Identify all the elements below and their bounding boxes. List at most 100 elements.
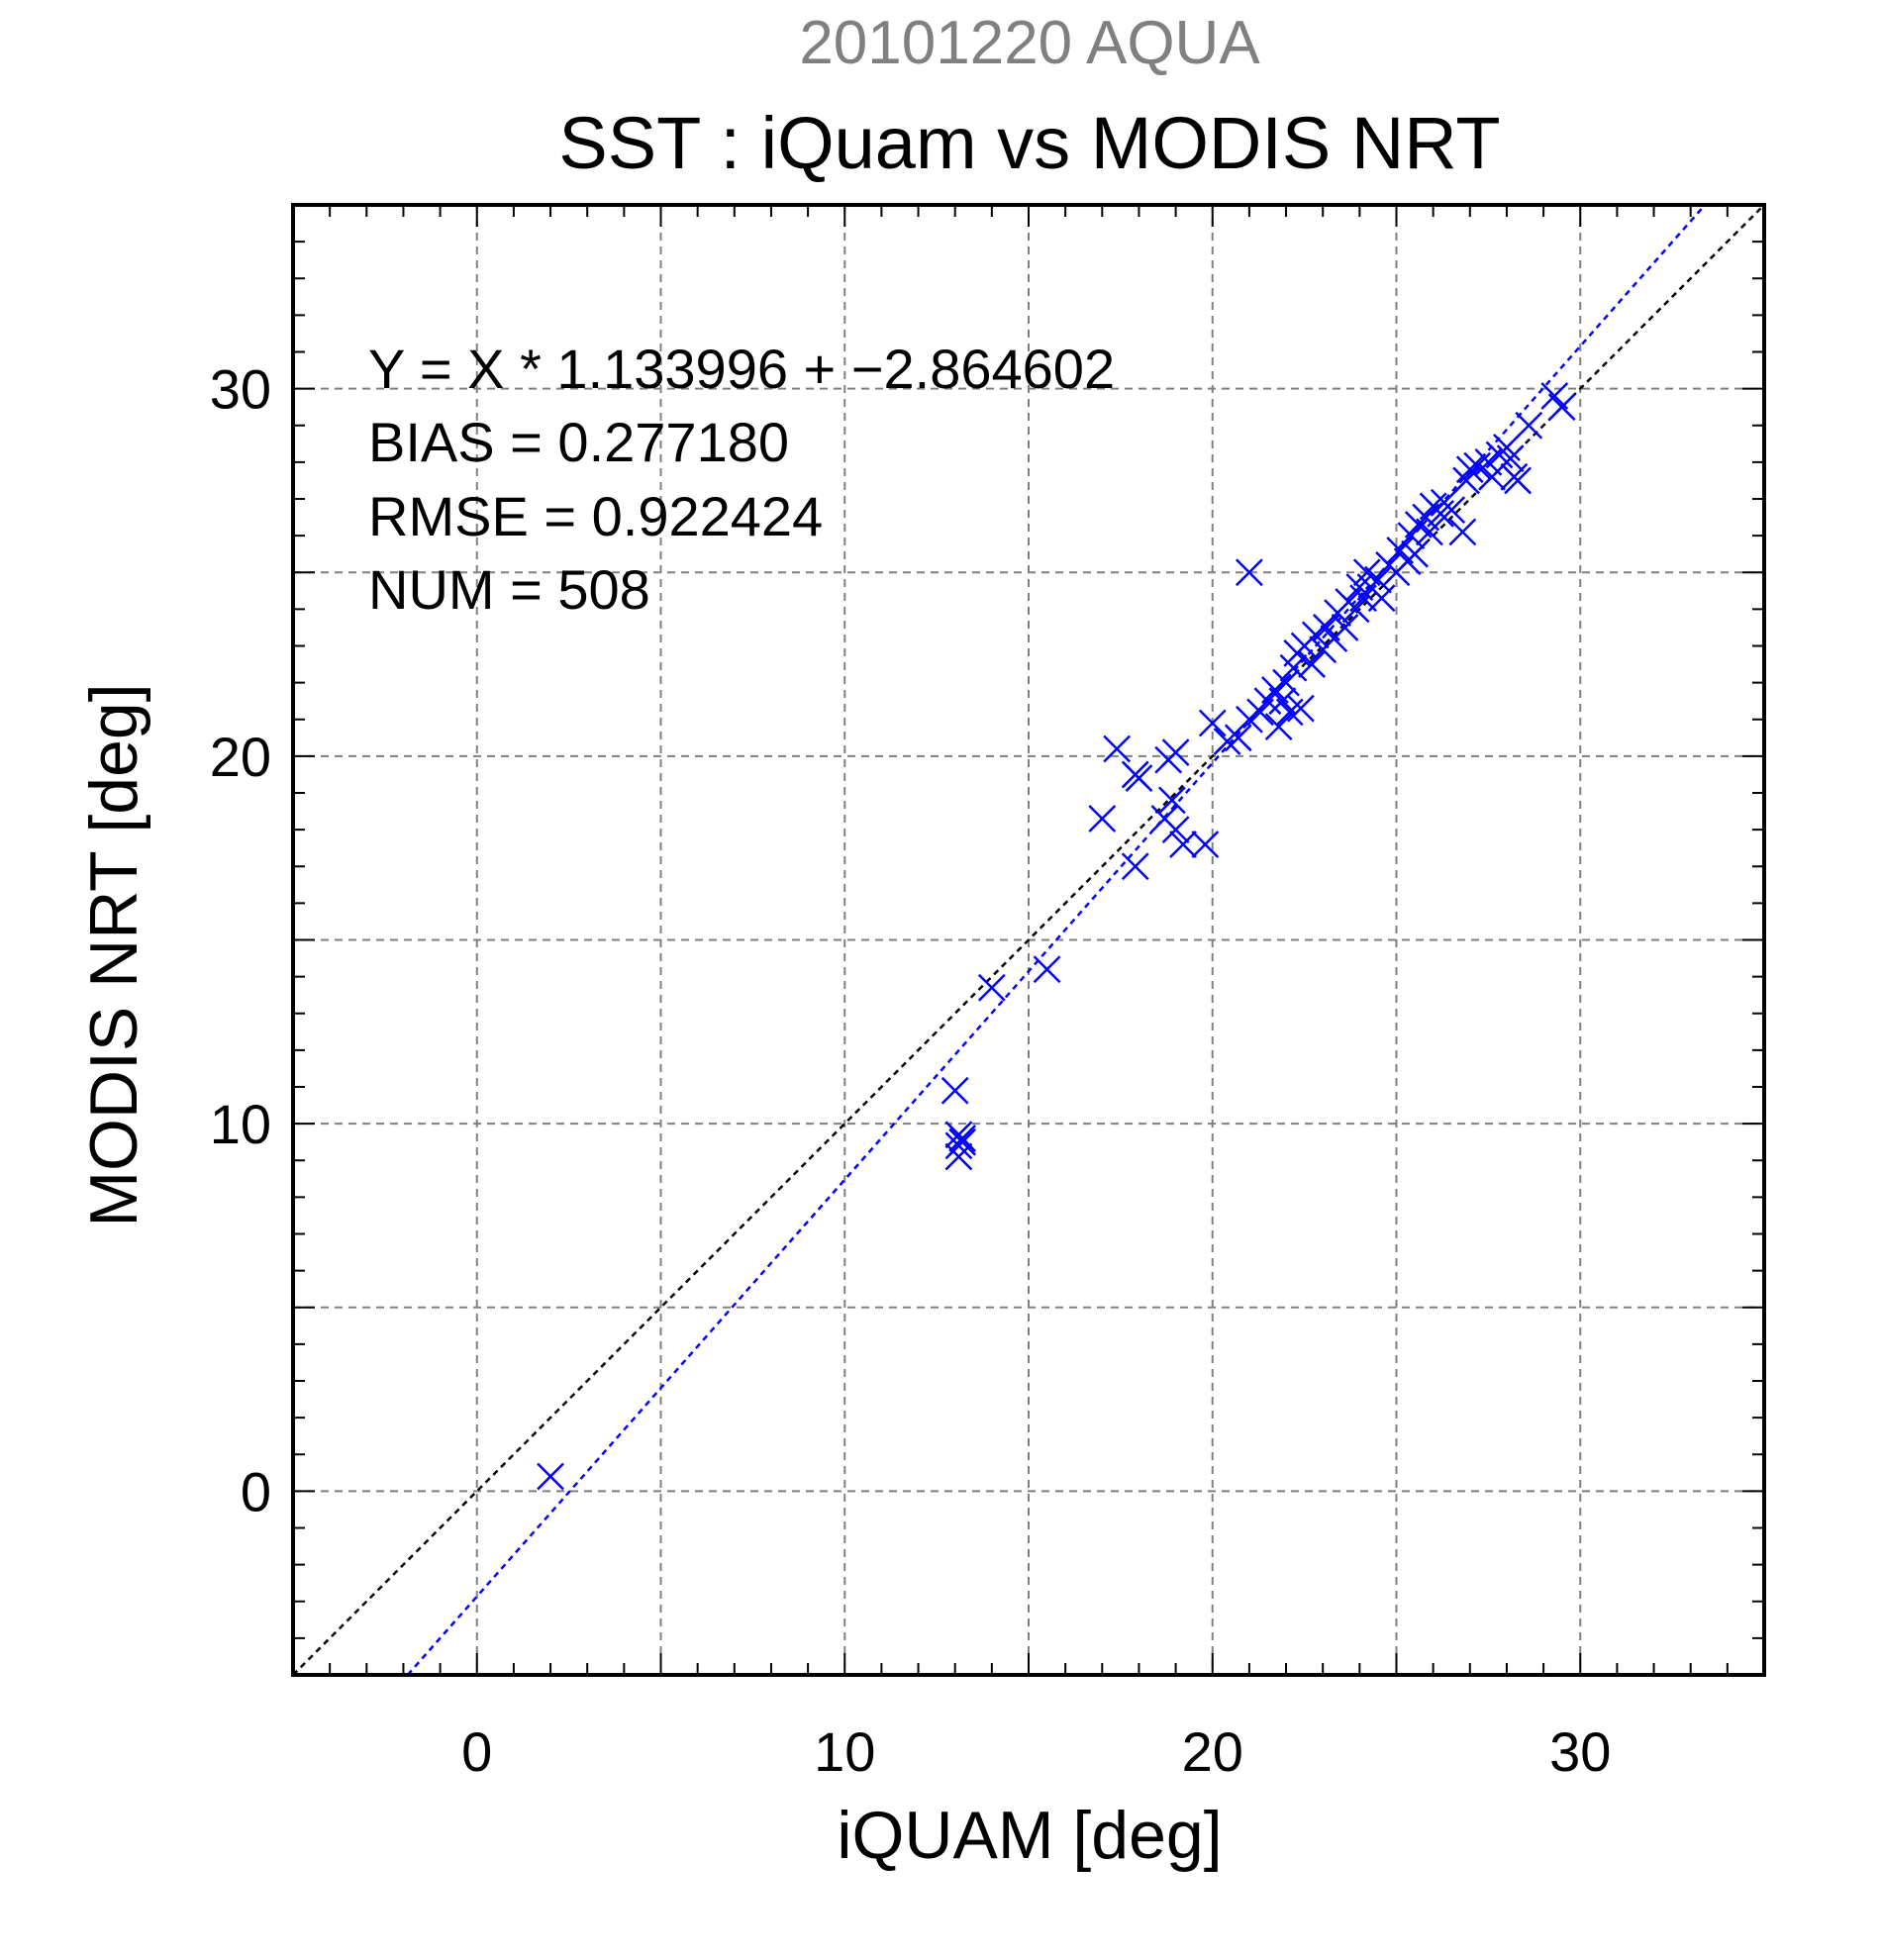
data-point — [1272, 668, 1300, 697]
data-point — [1169, 831, 1197, 858]
data-point-stroke — [1125, 764, 1153, 793]
data-point-stroke — [948, 1127, 977, 1156]
data-point-stroke — [1352, 558, 1381, 587]
plot-frame — [291, 203, 1766, 1677]
count-value: NUM = 508 — [368, 558, 650, 621]
data-point-stroke — [1264, 713, 1293, 741]
data-point — [1427, 499, 1454, 528]
data-point — [940, 1076, 969, 1105]
data-point-stroke — [1169, 831, 1197, 858]
data-point-stroke — [1540, 382, 1569, 410]
data-point — [1191, 831, 1220, 858]
data-point-stroke — [1224, 724, 1252, 752]
data-point — [1103, 735, 1132, 763]
data-point — [1547, 393, 1576, 422]
data-point — [1125, 764, 1153, 793]
data-point-stroke — [1161, 738, 1190, 767]
data-point — [1331, 614, 1359, 641]
x-tick-label: 10 — [814, 1720, 875, 1783]
data-point-stroke — [1504, 466, 1532, 495]
data-point-stroke — [1161, 816, 1190, 844]
data-point-stroke — [537, 1462, 564, 1491]
data-point — [1298, 650, 1326, 678]
data-point-stroke — [1158, 786, 1186, 815]
data-point — [1161, 816, 1190, 844]
data-point-stroke — [1121, 852, 1149, 881]
data-point — [1493, 434, 1521, 461]
data-point-stroke — [1427, 499, 1454, 528]
data-point — [977, 973, 1006, 1002]
bias-value: BIAS = 0.277180 — [368, 411, 789, 473]
regression-fit-line — [406, 204, 1707, 1676]
data-point — [1033, 955, 1061, 984]
chart-title: SST : iQuam vs MODIS NRT — [558, 102, 1500, 184]
data-point — [1224, 724, 1252, 752]
data-point — [1264, 713, 1293, 741]
data-point — [1088, 805, 1117, 833]
data-point-stroke — [1191, 831, 1220, 858]
data-point — [1364, 565, 1392, 594]
data-point — [1367, 584, 1396, 613]
data-point-stroke — [1033, 955, 1061, 984]
data-point — [1463, 451, 1492, 480]
data-point-stroke — [1448, 518, 1477, 546]
data-point — [1515, 411, 1543, 440]
data-point-stroke — [948, 1125, 977, 1152]
data-point-stroke — [1386, 537, 1415, 564]
data-point-stroke — [1236, 558, 1263, 587]
data-point — [1455, 455, 1484, 484]
data-point — [1158, 786, 1186, 815]
data-point — [1275, 698, 1304, 727]
data-point — [537, 1462, 564, 1491]
y-tick-labels: 0 10 20 30 — [210, 358, 271, 1523]
data-point — [1504, 466, 1532, 495]
x-axis-label: iQUAM [deg] — [837, 1798, 1222, 1873]
data-points — [537, 382, 1576, 1491]
data-point-stroke — [1452, 466, 1480, 495]
y-tick-label: 20 — [210, 726, 271, 788]
data-point-stroke — [1331, 614, 1359, 641]
data-point-stroke — [1547, 393, 1576, 422]
data-point-stroke — [1455, 455, 1484, 484]
chart-suptitle: 20101220 AQUA — [799, 9, 1260, 77]
x-tick-label: 20 — [1182, 1720, 1243, 1783]
data-point-stroke — [1298, 650, 1326, 678]
data-point — [1437, 496, 1466, 525]
data-point-stroke — [1493, 434, 1521, 461]
data-point-stroke — [1272, 668, 1300, 697]
data-point-stroke — [1275, 698, 1304, 727]
y-axis-label: MODIS NRT [deg] — [76, 683, 151, 1226]
x-tick-label: 30 — [1549, 1720, 1611, 1783]
data-point-stroke — [1268, 687, 1297, 716]
x-tick-label: 0 — [461, 1720, 492, 1783]
data-point-stroke — [1463, 451, 1492, 480]
data-point-stroke — [977, 973, 1006, 1002]
data-point — [948, 1127, 977, 1156]
data-point-stroke — [1103, 735, 1132, 763]
regression-equation: Y = X * 1.133996 + −2.864602 — [368, 338, 1115, 400]
stats-box: Y = X * 1.133996 + −2.864602 BIAS = 0.27… — [368, 338, 1115, 621]
data-point-stroke — [1515, 411, 1543, 440]
data-point-stroke — [1416, 518, 1443, 546]
data-point-stroke — [1496, 444, 1525, 473]
data-point-stroke — [1401, 539, 1429, 568]
data-point-stroke — [1213, 728, 1241, 755]
data-point — [1416, 518, 1443, 546]
data-point — [1121, 852, 1149, 881]
y-tick-label: 0 — [241, 1460, 271, 1522]
data-point — [1345, 573, 1374, 601]
y-tick-label: 30 — [210, 358, 271, 421]
data-point-stroke — [1364, 565, 1392, 594]
data-point — [1161, 738, 1190, 767]
data-point — [1287, 694, 1315, 723]
data-point-stroke — [1437, 496, 1466, 525]
x-tick-labels: 0 10 20 30 — [461, 1720, 1611, 1783]
data-point-stroke — [1287, 694, 1315, 723]
rmse-value: RMSE = 0.922424 — [368, 485, 823, 547]
data-point-stroke — [1345, 573, 1374, 601]
y-tick-label: 10 — [210, 1093, 271, 1155]
data-point — [948, 1125, 977, 1152]
data-point — [1448, 518, 1477, 546]
data-point — [1213, 728, 1241, 755]
